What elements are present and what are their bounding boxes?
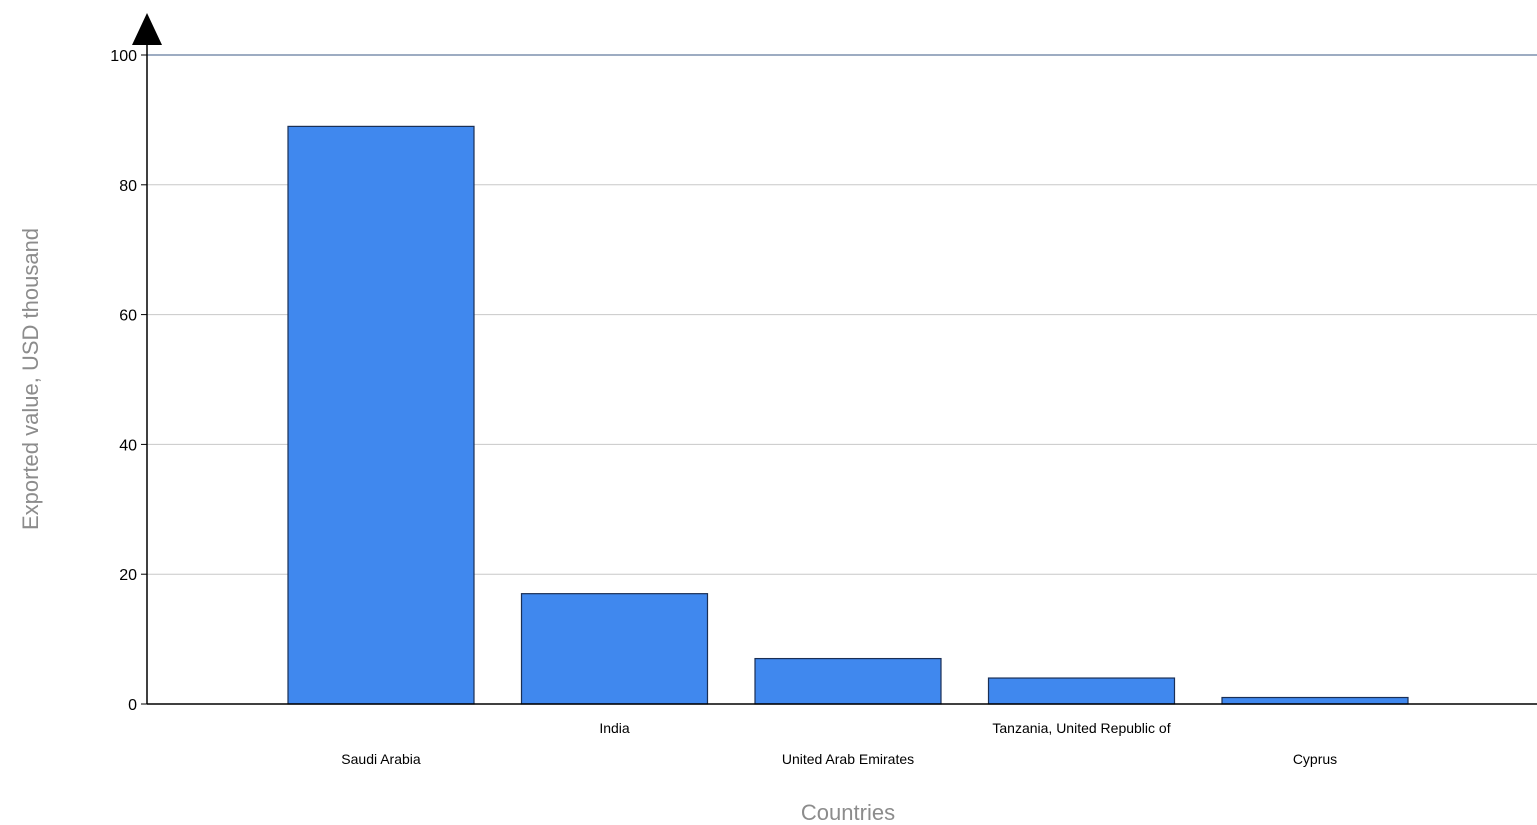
axes bbox=[132, 13, 1537, 705]
y-axis-title: Exported value, USD thousand bbox=[18, 228, 43, 530]
x-category-label: Tanzania, United Republic of bbox=[992, 720, 1170, 736]
y-tick-label: 60 bbox=[119, 308, 137, 325]
x-category-label: Cyprus bbox=[1293, 751, 1337, 767]
y-tick-label: 0 bbox=[128, 697, 137, 714]
x-category-label: United Arab Emirates bbox=[782, 751, 914, 767]
bar bbox=[520, 593, 709, 705]
bar bbox=[1221, 696, 1409, 705]
y-tick-label: 80 bbox=[119, 178, 137, 195]
y-tick-label: 100 bbox=[110, 48, 137, 65]
x-category-labels: Saudi Arabia India United Arab Emirates Tan… bbox=[341, 720, 1337, 767]
bar bbox=[987, 677, 1176, 705]
y-ticks: 0 20 40 60 80 100 bbox=[110, 48, 147, 714]
bar bbox=[287, 125, 475, 705]
y-tick-label: 20 bbox=[119, 567, 137, 584]
y-tick-label: 40 bbox=[119, 437, 137, 454]
x-category-label: Saudi Arabia bbox=[341, 751, 421, 767]
x-category-label: India bbox=[599, 720, 630, 736]
y-axis-arrow-icon bbox=[132, 13, 162, 45]
bars bbox=[287, 125, 1409, 705]
bar bbox=[754, 657, 942, 705]
x-axis-title: Countries bbox=[801, 800, 895, 825]
